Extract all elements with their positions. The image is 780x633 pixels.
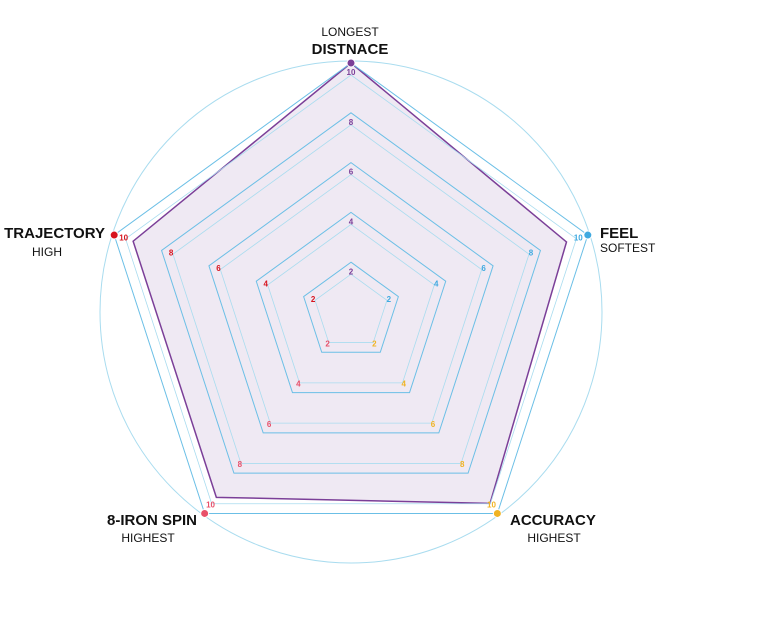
tick-label: 10 [347, 68, 356, 77]
tick-label: 2 [387, 295, 392, 304]
axis-sublabel: HIGHEST [121, 531, 175, 545]
axis-label: ACCURACY [510, 512, 596, 529]
grid-ring-inner [125, 74, 577, 505]
tick-label: 2 [372, 339, 377, 348]
tick-label: 10 [574, 233, 583, 242]
tick-label: 2 [349, 267, 354, 276]
grid-ring [303, 261, 399, 353]
tick-label: 10 [119, 233, 128, 242]
tick-label: 10 [487, 500, 496, 509]
tick-label: 4 [349, 218, 354, 227]
grid-ring [208, 161, 494, 434]
tick-label: 2 [311, 295, 316, 304]
axis-label: DISTNACE [312, 41, 389, 58]
tick-label: 6 [349, 168, 354, 177]
axis-dot [200, 508, 210, 518]
grid-ring [160, 112, 542, 474]
tick-label: 6 [431, 420, 436, 429]
grid-ring-inner [219, 174, 483, 424]
axis-sublabel: LONGEST [321, 25, 379, 39]
tick-label: 4 [434, 279, 439, 288]
axis-label: 8-IRON SPIN [107, 512, 197, 529]
axis-sublabel: HIGHEST [527, 531, 581, 545]
grid-ring-inner [172, 124, 530, 464]
axis-dot [109, 230, 119, 240]
tick-label: 4 [264, 279, 269, 288]
tick-label: 8 [238, 460, 243, 469]
grid-ring-inner [314, 273, 388, 343]
tick-label: 4 [401, 380, 406, 389]
grid-ring [113, 62, 589, 514]
tick-label: 6 [216, 264, 221, 273]
tick-label: 8 [349, 118, 354, 127]
tick-label: 6 [481, 264, 486, 273]
axis-label: TRAJECTORY [4, 225, 105, 242]
tick-label: 8 [169, 249, 174, 258]
grid-ring-inner [267, 223, 435, 384]
data-area [132, 62, 568, 505]
tick-label: 8 [529, 249, 534, 258]
tick-label: 6 [267, 420, 272, 429]
axis-dot [583, 230, 593, 240]
tick-label: 8 [460, 460, 465, 469]
axis-label: FEEL [600, 225, 638, 242]
axis-sublabel: HIGH [32, 245, 62, 259]
axis-dot [492, 508, 502, 518]
tick-label: 10 [206, 500, 215, 509]
tick-label: 2 [325, 339, 330, 348]
axis-dot [346, 58, 356, 68]
grid-ring [255, 211, 447, 394]
axis-sublabel: SOFTEST [600, 241, 656, 255]
tick-label: 4 [296, 380, 301, 389]
